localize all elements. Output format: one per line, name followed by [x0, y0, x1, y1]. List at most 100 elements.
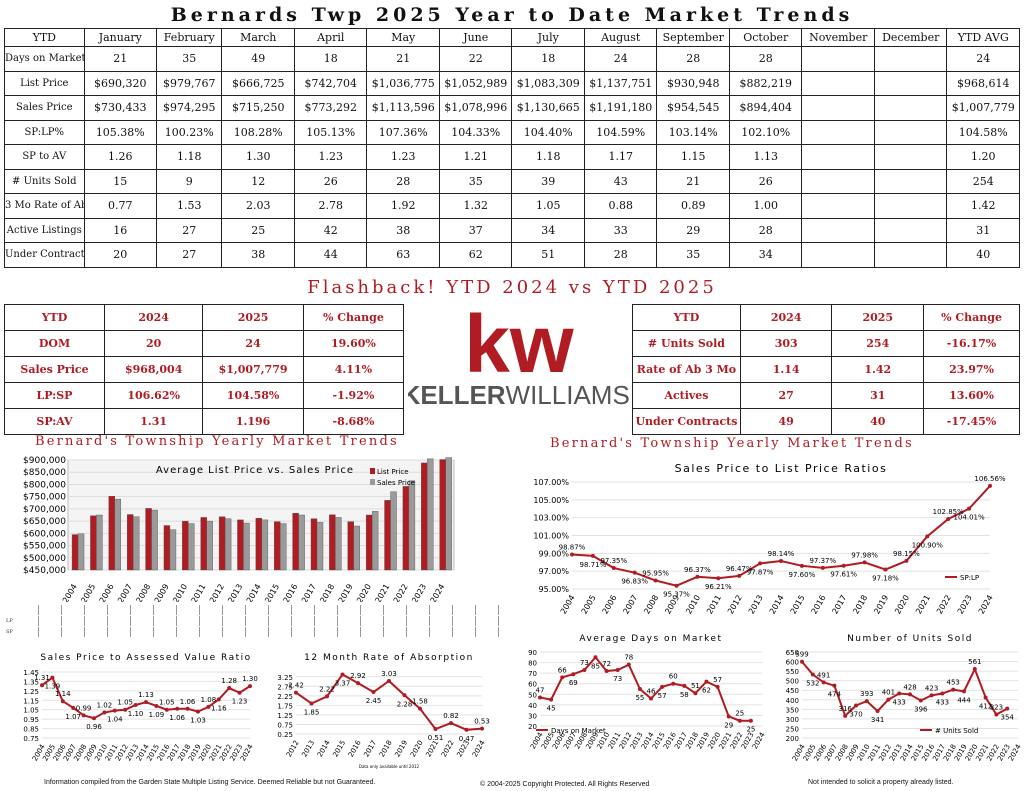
bar — [182, 520, 189, 571]
data-label: 96.37% — [684, 566, 711, 574]
data-label: 98.87% — [559, 543, 586, 551]
x-tick-label: 2014 — [316, 739, 332, 759]
monthly-cell: $954,545 — [656, 95, 730, 121]
y-tick-label: 1.45 — [23, 669, 39, 677]
mini-table-cell — [154, 615, 177, 626]
data-label: 323 — [990, 703, 1003, 711]
monthly-header-cell: January — [83, 28, 158, 47]
data-label: 1.58 — [412, 698, 428, 706]
y-tick-label: 1.75 — [277, 702, 293, 710]
flash-cell: 49 — [739, 408, 833, 435]
series-line — [539, 655, 751, 722]
days-on-market-chart: Average Days on Market 90 80 70 60 50 40 30 20 47… — [528, 634, 767, 750]
flash-header-cell: 2025 — [202, 304, 304, 331]
monthly-cell — [801, 70, 875, 96]
monthly-cell: 1.20 — [946, 144, 1020, 170]
y-tick-label: 600 — [786, 659, 799, 667]
sp-lp-ratio-chart: Sales Price to List Price Ratios 107.00% 1… — [533, 462, 1006, 616]
data-label: 0.96 — [86, 723, 102, 731]
flash-cell: 23.97% — [923, 356, 1020, 383]
monthly-cell: 24 — [946, 46, 1020, 72]
data-label: 0.47 — [459, 735, 475, 743]
data-point — [715, 684, 720, 689]
data-label: 1.05 — [117, 699, 133, 707]
mini-table-cell — [200, 615, 223, 626]
data-point — [593, 655, 598, 660]
monthly-cell: 102.10% — [728, 119, 803, 145]
data-label: 1.14 — [55, 690, 71, 698]
data-label: 1.06 — [180, 698, 196, 706]
monthly-cell: 12 — [221, 168, 295, 194]
flash-row: LP:SP 106.62% 104.58% -1.92% — [4, 382, 405, 409]
data-point — [604, 669, 609, 674]
x-tick-label: 2013 — [747, 594, 765, 616]
mini-table-cell — [476, 604, 499, 615]
data-point — [60, 699, 65, 704]
monthly-cell: 22 — [438, 46, 513, 72]
data-point — [994, 712, 999, 717]
monthly-cell: 37 — [438, 217, 513, 243]
monthly-cell: $1,052,989 — [438, 70, 513, 96]
mini-table-cell — [453, 604, 476, 615]
flash-row: Under Contracts 49 40 -17.45% — [632, 408, 1020, 435]
x-tick-label: 2007 — [116, 583, 134, 603]
bar — [224, 518, 232, 571]
data-label: 97.35% — [600, 557, 627, 565]
monthly-cell: 20 — [83, 242, 158, 268]
bar — [126, 514, 134, 571]
data-point — [983, 695, 988, 700]
chart-title: Average Days on Market — [579, 634, 722, 644]
monthly-header-cell: YTD — [4, 28, 85, 47]
data-label: 354 — [1001, 714, 1015, 722]
data-point — [154, 703, 159, 708]
legend-swatch — [370, 479, 375, 485]
flash-cell: Sales Price — [4, 356, 105, 383]
monthly-cell: 103.14% — [656, 119, 730, 145]
y-tick-label: 400 — [786, 697, 799, 705]
data-point — [112, 708, 117, 713]
data-point — [843, 713, 848, 718]
data-label: 491 — [817, 671, 830, 679]
x-tick-label: 2014 — [768, 594, 786, 616]
mini-table-cell — [384, 604, 407, 615]
data-point — [449, 721, 453, 726]
flash-row: Rate of Ab 3 Mo 1.14 1.42 23.97% — [632, 356, 1020, 383]
legend-label: SP:LP — [960, 574, 979, 582]
flashback-left-table: YTD 2024 2025% Change DOM 20 24 19.60% Sales Pr… — [4, 304, 405, 435]
bar — [329, 514, 336, 571]
monthly-row-label: Sales Price — [4, 95, 85, 121]
mini-table-cell — [269, 615, 292, 626]
mini-table-cell — [315, 626, 338, 637]
x-tick-label: 2008 — [642, 594, 660, 616]
flash-cell: -17.45% — [923, 408, 1020, 435]
data-label: 58 — [680, 691, 689, 699]
monthly-cell: $930,948 — [656, 70, 730, 96]
bar — [163, 525, 171, 571]
mini-table-cell — [476, 626, 499, 637]
monthly-cell: $1,007,779 — [946, 95, 1020, 121]
data-label: 370 — [849, 711, 862, 719]
monthly-cell — [801, 217, 875, 243]
legend-swatch — [370, 468, 375, 474]
y-tick-label: 99.00% — [538, 549, 569, 558]
monthly-cell: 27 — [156, 242, 223, 268]
flash-header-cell: YTD — [632, 304, 741, 331]
data-point — [832, 683, 837, 688]
data-label: 46 — [647, 688, 656, 696]
monthly-cell: 105.38% — [83, 119, 158, 145]
bar — [390, 491, 397, 571]
monthly-cell: 63 — [366, 242, 440, 268]
data-point — [144, 700, 148, 705]
mini-table-cell — [407, 604, 430, 615]
bar — [408, 480, 416, 571]
data-point — [237, 690, 242, 695]
monthly-cell — [873, 119, 948, 145]
bar — [218, 516, 226, 571]
y-tick-label: 0.75 — [277, 721, 293, 729]
chart-title: Average List Price vs. Sales Price — [156, 465, 354, 476]
x-tick-label: 2011 — [190, 583, 208, 603]
monthly-cell: $882,219 — [728, 70, 803, 96]
x-tick-label: 2021 — [914, 594, 932, 616]
monthly-cell: 0.77 — [83, 193, 158, 219]
y-tick-label: 450 — [786, 687, 799, 695]
